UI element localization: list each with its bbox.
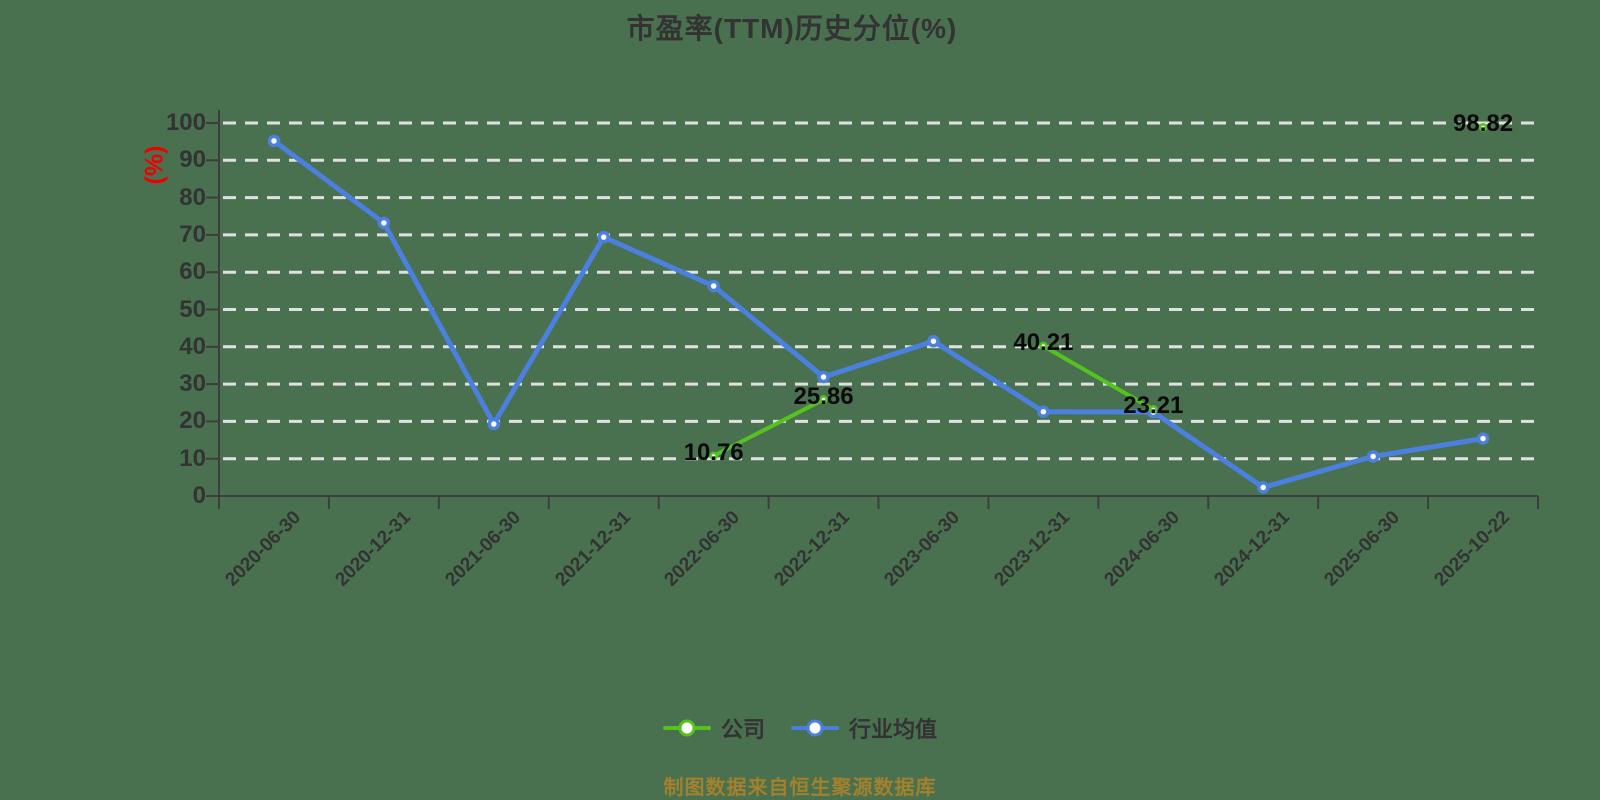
series-point-industry	[267, 134, 281, 148]
series-point-industry	[597, 230, 610, 244]
legend-item-industry[interactable]: 行业均值	[791, 712, 937, 744]
series-point-industry	[707, 279, 720, 293]
industry-line-marker-icon	[791, 715, 839, 741]
chart-title: 市盈率(TTM)历史分位(%)	[626, 13, 958, 44]
series-point-industry	[487, 417, 501, 431]
series-line-company	[711, 397, 826, 458]
series-point-industry	[927, 334, 940, 348]
legend: 公司 行业均值	[0, 712, 1600, 744]
series-point-industry	[817, 370, 830, 384]
series-point-industry	[1366, 450, 1380, 463]
series-point-industry	[1476, 432, 1490, 445]
legend-label-industry: 行业均值	[849, 717, 938, 742]
series-point-company	[1039, 341, 1048, 351]
footer-note: 制图数据来自恒生聚源数据库	[663, 777, 937, 799]
company-line-marker-icon	[662, 715, 711, 741]
series-point-company	[709, 451, 718, 461]
series-point-industry	[1037, 405, 1050, 418]
series-point-company	[1149, 405, 1158, 414]
series-line-industry	[271, 138, 1486, 490]
series-point-company	[819, 395, 828, 404]
series-line-company	[1041, 344, 1156, 412]
legend-item-company[interactable]: 公司	[662, 712, 765, 744]
series-point-industry	[377, 216, 391, 230]
series-point-company	[1478, 123, 1488, 132]
legend-label-company: 公司	[720, 717, 765, 742]
series-point-industry	[1256, 481, 1270, 494]
